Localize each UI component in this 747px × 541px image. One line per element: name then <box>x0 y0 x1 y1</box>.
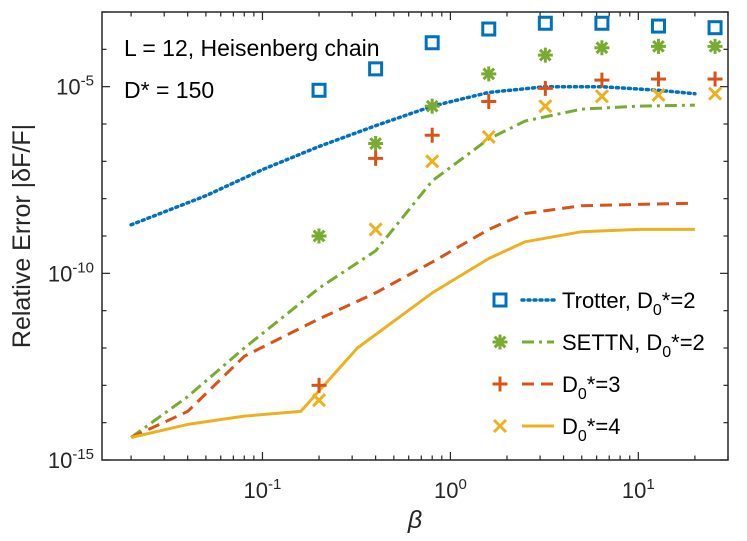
marker-cross-b <box>425 154 440 169</box>
series-4-point <box>537 80 553 96</box>
marker-asterisk-arm <box>708 40 722 53</box>
legend: Trotter, D0*=2 SETTN, D0*=2 D0*=3 D0*=4 <box>492 288 705 445</box>
series-0-point <box>311 82 327 98</box>
series-markers <box>311 15 723 408</box>
series-6-point <box>707 86 723 101</box>
marker-square <box>368 61 384 77</box>
legend-marker <box>492 418 508 434</box>
marker-asterisk-arm <box>652 40 665 53</box>
legend-entry-2: D0*=3 <box>492 372 620 403</box>
legend-entry-0: Trotter, D0*=2 <box>492 288 695 319</box>
x-axis-title: β <box>407 506 422 534</box>
marker-square <box>492 292 508 308</box>
series-0-point <box>424 35 440 51</box>
legend-entry-3: D0*=4 <box>492 414 620 445</box>
marker-asterisk-arm <box>493 335 507 349</box>
series-4-point <box>311 377 327 393</box>
x-tick-label: 101 <box>622 476 655 503</box>
series-7-line <box>130 227 695 439</box>
tick-labels: 10-1 100 101 10-15 10-10 10-5 <box>48 73 655 503</box>
series-0-point <box>537 15 553 31</box>
series-4-point <box>707 71 723 87</box>
series-3-line <box>130 103 695 439</box>
series-6-point <box>311 393 327 408</box>
legend-label: Trotter, D0*=2 <box>562 288 695 319</box>
marker-square <box>707 20 723 36</box>
series-6-point <box>368 222 383 237</box>
legend-label: D0*=3 <box>562 372 620 403</box>
series-2-point <box>424 98 440 114</box>
series-0-point <box>594 15 610 31</box>
series-4-point <box>650 71 666 87</box>
marker-asterisk-arm <box>538 48 552 62</box>
series-2-point <box>368 136 384 152</box>
annotation-bond-dim: D* = 150 <box>124 77 214 103</box>
series-6-point <box>425 154 440 169</box>
series-2-point <box>650 38 666 54</box>
marker-asterisk-arm <box>312 229 326 243</box>
series-0-point <box>481 21 497 37</box>
series-4-point <box>594 72 610 88</box>
series-0-point <box>707 20 723 36</box>
marker-cross-b <box>651 87 666 103</box>
series-2-point <box>537 47 553 63</box>
marker-square <box>594 15 610 31</box>
marker-cross-b <box>707 86 723 101</box>
marker-square <box>311 82 327 98</box>
marker-asterisk-arm <box>482 67 496 81</box>
marker-asterisk-arm <box>369 137 382 150</box>
series-5-line <box>130 201 695 439</box>
series-6-point <box>594 89 609 104</box>
series-6-point <box>538 99 553 114</box>
marker-asterisk-arm <box>595 41 609 55</box>
series-4-point <box>368 150 384 166</box>
series-4-point <box>424 127 440 143</box>
x-tick-label: 10-1 <box>244 476 282 503</box>
legend-label: D0*=4 <box>562 414 620 445</box>
y-tick-label: 10-10 <box>48 259 94 286</box>
annotation-model: L = 12, Heisenberg chain <box>124 35 380 61</box>
marker-cross-b <box>594 89 609 104</box>
legend-marker <box>492 376 508 392</box>
legend-marker <box>492 334 508 350</box>
series-6-point <box>651 87 666 103</box>
marker-cross-b <box>481 129 496 145</box>
series-2-point <box>594 40 610 56</box>
marker-cross-b <box>538 99 553 114</box>
series-4-point <box>481 94 497 110</box>
legend-marker <box>492 292 508 308</box>
marker-square <box>481 21 497 37</box>
series-2-point <box>311 228 327 244</box>
x-tick-label: 100 <box>434 476 467 503</box>
y-tick-label: 10-5 <box>56 73 94 100</box>
y-axis-title: Relative Error |δF/F| <box>8 124 36 348</box>
series-6-point <box>481 129 496 145</box>
marker-cross-b <box>311 393 327 408</box>
legend-entry-1: SETTN, D0*=2 <box>492 330 705 361</box>
legend-label: SETTN, D0*=2 <box>562 330 705 361</box>
marker-square <box>650 18 666 34</box>
series-2-point <box>707 38 723 54</box>
marker-square <box>424 35 440 51</box>
series-0-point <box>368 61 384 77</box>
marker-cross-b <box>492 418 508 434</box>
series-0-point <box>650 18 666 34</box>
y-tick-label: 10-15 <box>48 446 94 473</box>
series-2-point <box>481 66 497 82</box>
marker-cross-b <box>368 222 383 237</box>
marker-square <box>537 15 553 31</box>
marker-asterisk-arm <box>425 99 439 113</box>
plot-frame <box>101 11 729 461</box>
